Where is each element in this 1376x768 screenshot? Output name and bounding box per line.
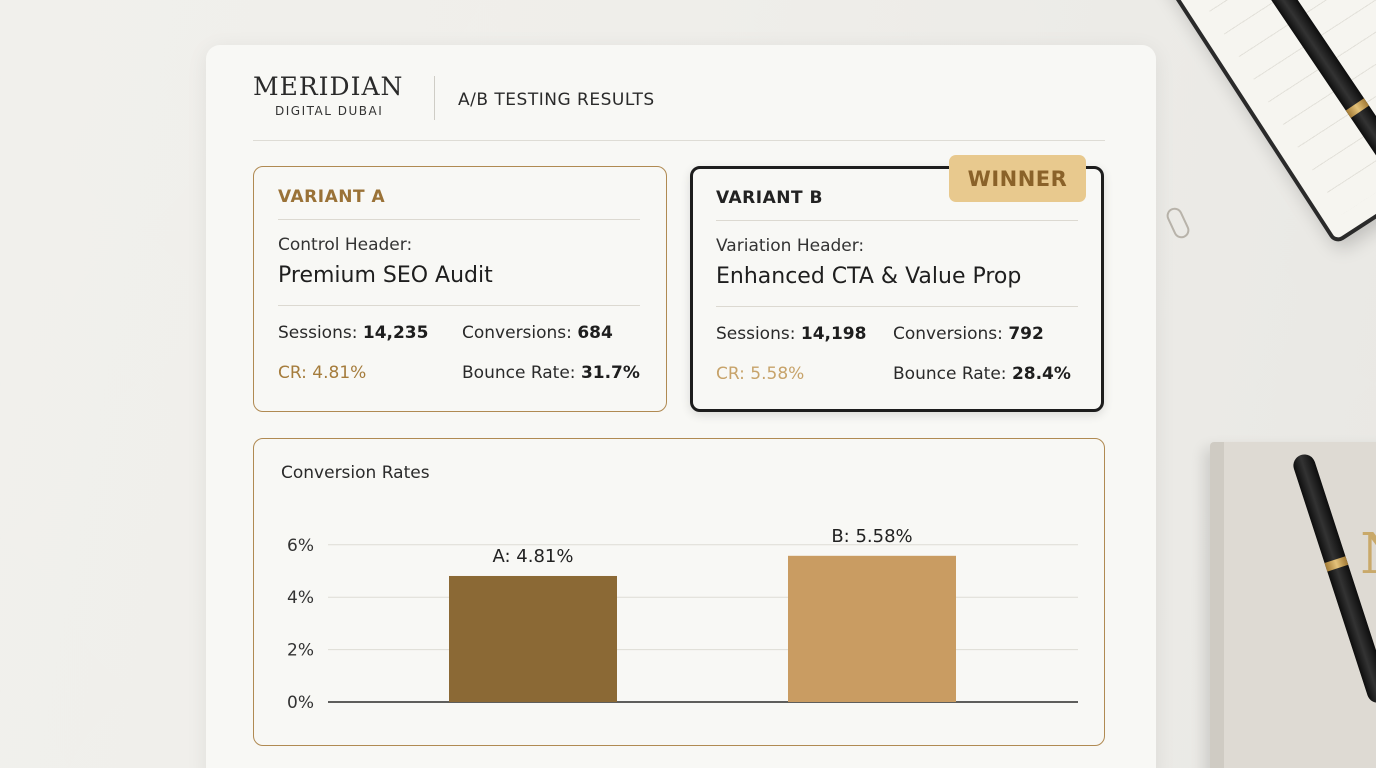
variant-b-header-caption: Variation Header:	[716, 236, 865, 256]
divider	[278, 219, 640, 220]
conversion-rate-chart: 0% 2% 4% 6% A: 4.81% B: 5.58%	[287, 526, 1078, 713]
bar-b	[788, 555, 956, 702]
header-divider	[434, 76, 435, 120]
divider	[278, 305, 640, 306]
variant-b-conversions: Conversions: 792	[893, 324, 1044, 344]
book-cover-letter: N	[1360, 522, 1376, 587]
y-tick-label: 6%	[287, 536, 314, 556]
divider	[716, 220, 1078, 221]
chart-panel	[253, 438, 1105, 746]
y-tick-label: 0%	[287, 693, 314, 713]
header-rule	[253, 140, 1105, 141]
variant-b-sessions: Sessions: 14,198	[716, 324, 867, 344]
page-title: A/B TESTING RESULTS	[458, 90, 655, 110]
brand-logo-name: MERIDIAN	[253, 72, 404, 101]
variant-a-label: VARIANT A	[278, 187, 386, 207]
variant-b-cr: CR: 5.58%	[716, 364, 805, 384]
y-tick-label: 2%	[287, 641, 314, 661]
variant-a-header-name: Premium SEO Audit	[278, 263, 493, 288]
notebook-decoration	[1150, 0, 1376, 246]
brand-logo-sub: DIGITAL DUBAI	[275, 104, 384, 118]
y-tick-label: 4%	[287, 588, 314, 608]
variant-b-label: VARIANT B	[716, 188, 823, 208]
data-label-a: A: 4.81%	[493, 546, 574, 567]
variant-a-card: VARIANT A Control Header: Premium SEO Au…	[253, 166, 667, 412]
paperclip-icon	[1163, 205, 1193, 241]
chart-title: Conversion Rates	[281, 463, 430, 483]
variant-a-bounce: Bounce Rate: 31.7%	[462, 363, 640, 383]
bar-a	[449, 575, 617, 702]
variant-b-bounce: Bounce Rate: 28.4%	[893, 364, 1071, 384]
data-label-b: B: 5.58%	[831, 526, 912, 547]
variant-a-cr: CR: 4.81%	[278, 363, 367, 383]
divider	[716, 306, 1078, 307]
variant-b-header-name: Enhanced CTA & Value Prop	[716, 264, 1022, 289]
variant-a-header-caption: Control Header:	[278, 235, 413, 255]
winner-badge: WINNER	[949, 155, 1086, 202]
variant-b-card: VARIANT B Variation Header: Enhanced CTA…	[690, 166, 1104, 412]
variant-a-conversions: Conversions: 684	[462, 323, 613, 343]
variant-a-sessions: Sessions: 14,235	[278, 323, 429, 343]
